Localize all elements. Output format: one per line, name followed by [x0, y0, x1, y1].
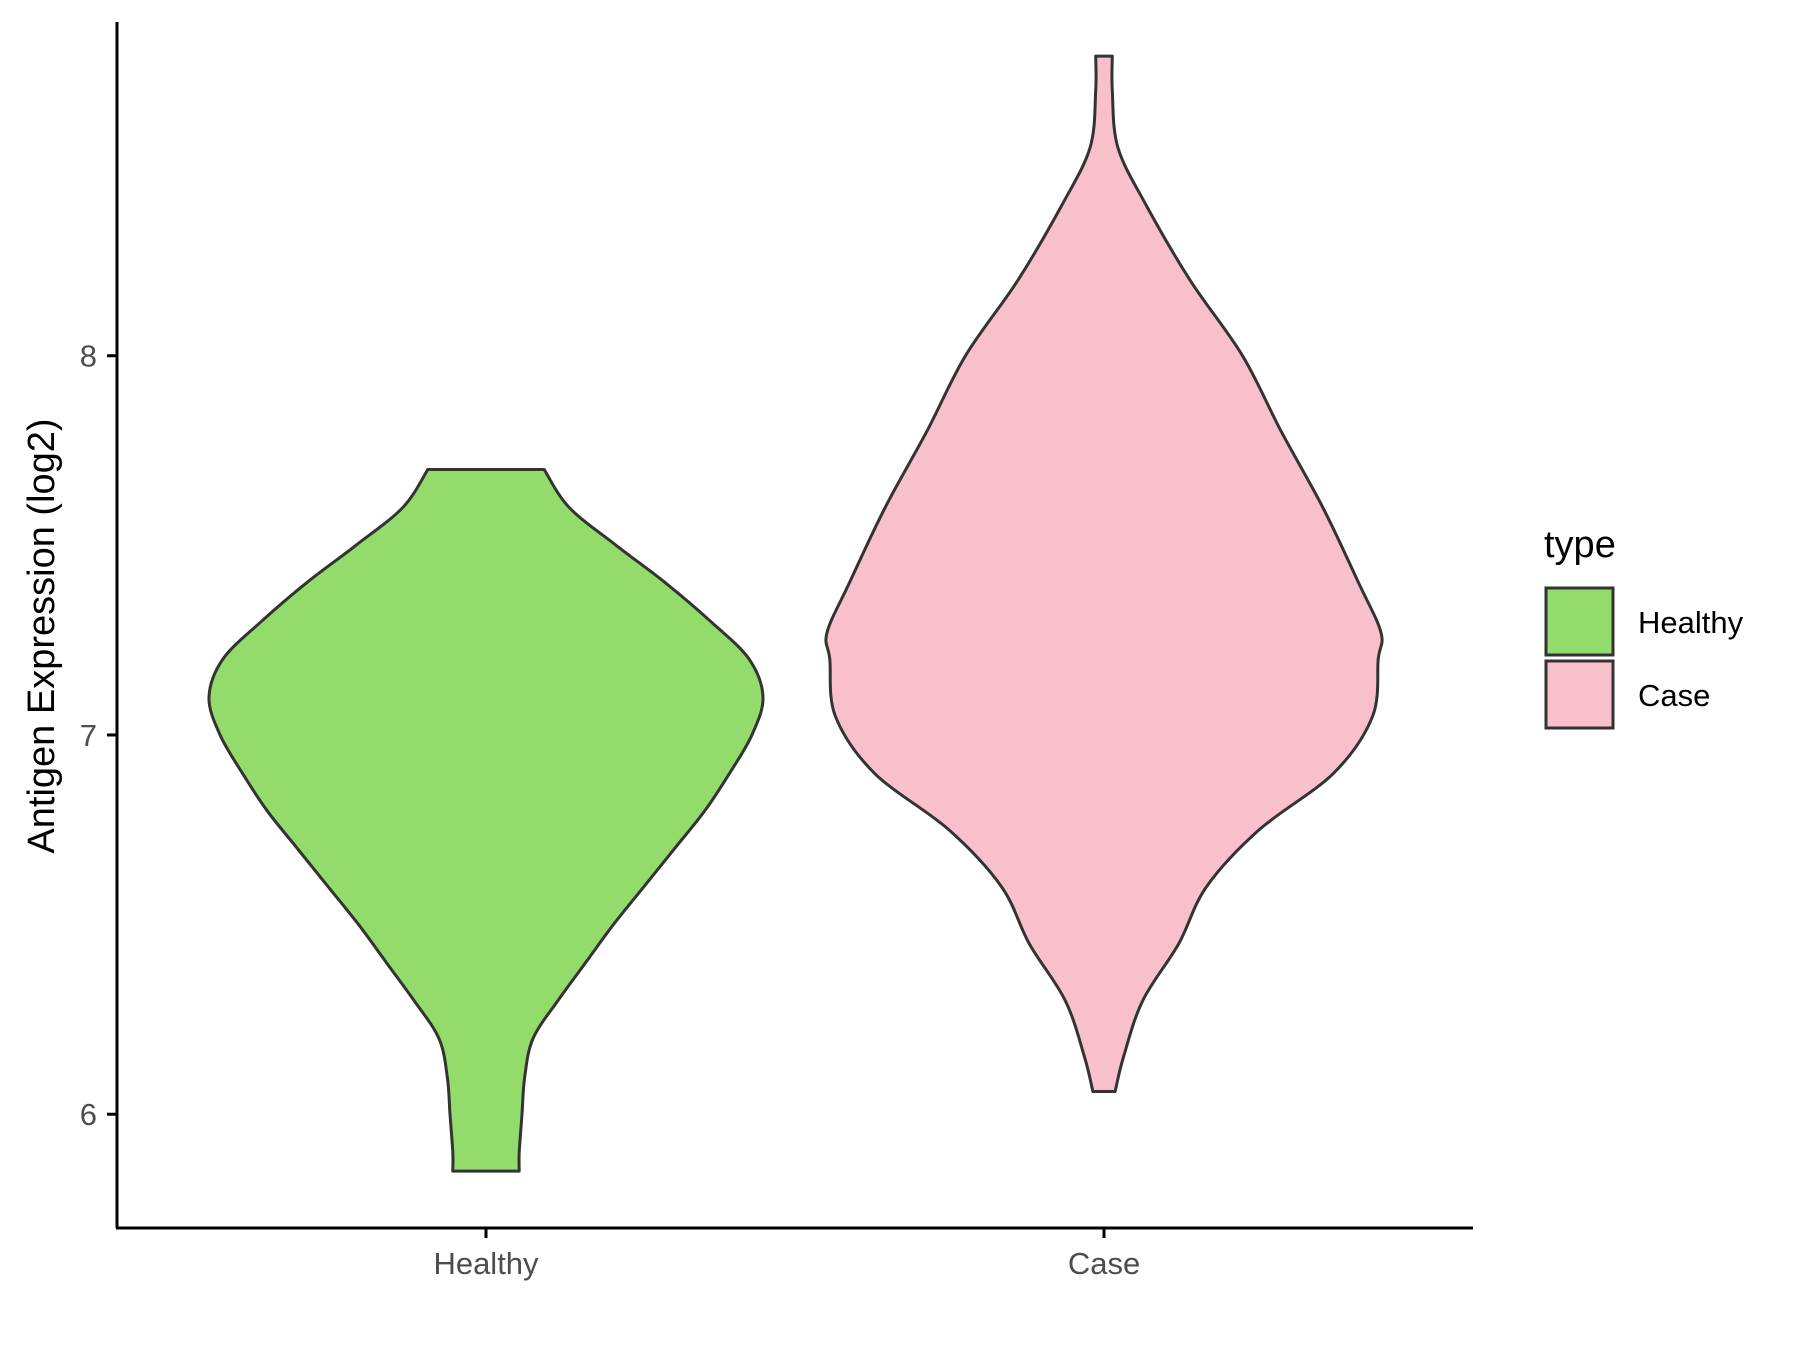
violin-case	[824, 54, 1384, 1093]
legend-label-case: Case	[1638, 678, 1710, 713]
legend-title: type	[1544, 524, 1616, 566]
y-axis-title: Antigen Expression (log2)	[21, 418, 63, 853]
legend-key-healthy	[1544, 586, 1615, 657]
legend-label-healthy: Healthy	[1638, 605, 1744, 640]
x-tick-label-healthy: Healthy	[433, 1246, 539, 1281]
legend: type Healthy Case	[1544, 524, 1744, 730]
plot-area	[207, 54, 1384, 1173]
y-axis-ticks: 6 7 8	[80, 339, 117, 1132]
legend-key-case	[1544, 659, 1615, 730]
y-tick-label-8: 8	[80, 339, 97, 374]
x-axis-ticks: Healthy Case	[433, 1228, 1140, 1281]
x-tick-label-case: Case	[1068, 1246, 1140, 1281]
y-tick-label-7: 7	[80, 718, 97, 753]
y-tick-label-6: 6	[80, 1097, 97, 1132]
violin-healthy	[207, 468, 765, 1173]
